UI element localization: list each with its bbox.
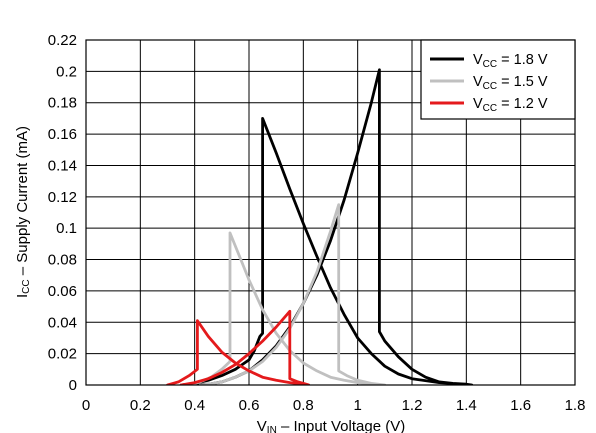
y-tick-label: 0.16: [48, 126, 77, 143]
y-tick-label: 0.08: [48, 252, 77, 269]
x-axis-title-sub: IN: [267, 425, 277, 433]
x-tick-label: 0.6: [239, 397, 260, 414]
x-tick-label: 1.4: [456, 397, 477, 414]
x-axis-title: VIN – Input Voltage (V): [257, 418, 405, 433]
x-axis-title-rest: – Input Voltage (V): [277, 418, 405, 433]
y-tick-label: 0.04: [48, 314, 77, 331]
y-tick-label: 0.02: [48, 346, 77, 363]
y-axis-title: ICC – Supply Current (mA): [14, 126, 32, 298]
x-tick-label: 0.4: [184, 397, 205, 414]
y-tick-label: 0.1: [56, 220, 77, 237]
y-tick-label: 0.14: [48, 157, 77, 174]
x-tick-label: 1.2: [402, 397, 423, 414]
x-tick-label: 0.8: [293, 397, 314, 414]
x-tick-label: 0: [82, 397, 90, 414]
y-tick-label: 0: [69, 377, 77, 394]
x-tick-label: 1.8: [565, 397, 586, 414]
legend-label-2: VCC = 1.5 V: [473, 74, 548, 92]
x-tick-label: 0.2: [130, 397, 151, 414]
series-line-2: [187, 203, 387, 385]
y-axis-title-rest: – Supply Current (mA): [14, 126, 31, 279]
legend-label-1: VCC = 1.8 V: [473, 52, 548, 70]
y-tick-label: 0.2: [56, 63, 77, 80]
x-axis-ticks: 0 0.2 0.4 0.6 0.8 1 1.2 1.4 1.6 1.8: [82, 397, 586, 414]
legend: VCC = 1.8 V VCC = 1.5 V VCC = 1.2 V: [420, 39, 576, 120]
plot-frame: [85, 39, 576, 386]
legend-label-3: VCC = 1.2 V: [473, 96, 548, 114]
y-axis-title-var: I: [14, 294, 31, 298]
x-tick-label: 1.6: [510, 397, 531, 414]
y-axis-title-sub: CC: [21, 279, 32, 293]
y-tick-label: 0.12: [48, 189, 77, 206]
y-tick-label: 0.18: [48, 95, 77, 112]
y-tick-label: 0.06: [48, 283, 77, 300]
x-axis-title-var: V: [257, 418, 267, 433]
x-tick-label: 1: [353, 397, 361, 414]
y-axis-ticks: 0 0.02 0.04 0.06 0.08 0.1 0.12 0.14 0.16 0.18 0.2 0…: [48, 32, 77, 394]
y-tick-label: 0.22: [48, 32, 77, 49]
